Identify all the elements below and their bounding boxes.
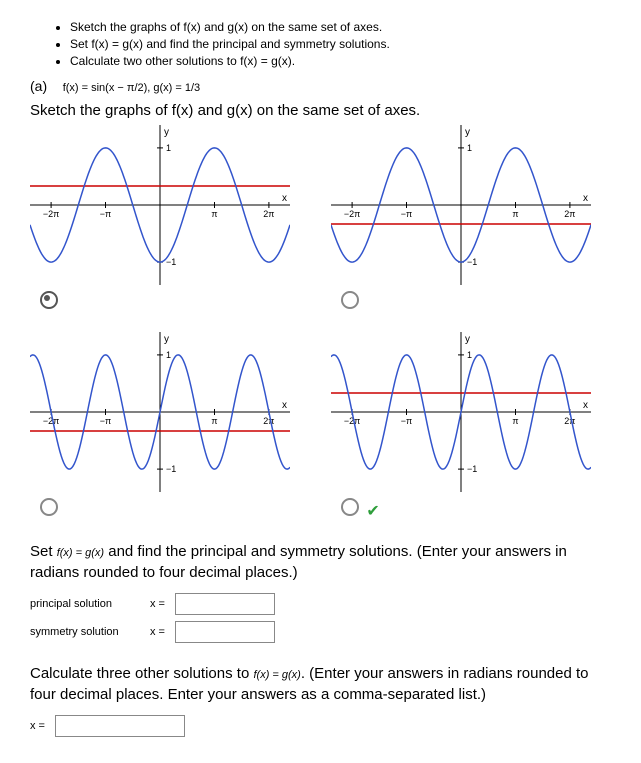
other-prompt-text-1: Calculate three other solutions to — [30, 665, 253, 682]
part-letter: (a) — [30, 78, 47, 94]
symmetry-input[interactable] — [175, 621, 275, 643]
svg-text:−1: −1 — [166, 257, 176, 267]
svg-text:π: π — [211, 416, 217, 426]
graph-opt2: x y −2π −π π 2π 1 −1 — [331, 125, 591, 285]
svg-text:−π: −π — [100, 209, 111, 219]
svg-text:π: π — [211, 209, 217, 219]
other-label: x = — [30, 720, 45, 732]
principal-label: principal solution — [30, 598, 140, 610]
principal-prompt: Set f(x) = g(x) and find the principal a… — [30, 541, 611, 583]
svg-text:2π: 2π — [263, 416, 274, 426]
graph-option: x y −2π −π π 2π 1 −1 ✔ — [331, 332, 612, 521]
x-equals: x = — [150, 626, 165, 638]
eq-inline: f(x) = g(x) — [253, 669, 300, 681]
svg-text:x: x — [282, 400, 287, 411]
svg-text:1: 1 — [166, 350, 171, 360]
graph-option: x y −2π −π π 2π 1 −1 — [30, 125, 311, 312]
svg-text:−1: −1 — [467, 257, 477, 267]
svg-text:−2π: −2π — [43, 209, 59, 219]
instructions-list: Sketch the graphs of f(x) and g(x) on th… — [30, 20, 611, 68]
radio-wrap — [40, 498, 58, 519]
symmetry-label: symmetry solution — [30, 626, 140, 638]
graph-opt3: x y −2π −π π 2π 1 −1 — [30, 332, 290, 492]
instruction-item: Set f(x) = g(x) and find the principal a… — [70, 37, 611, 51]
radio-opt2[interactable] — [341, 291, 359, 309]
svg-text:1: 1 — [467, 143, 472, 153]
svg-text:−1: −1 — [166, 464, 176, 474]
svg-text:−1: −1 — [467, 464, 477, 474]
svg-text:−2π: −2π — [43, 416, 59, 426]
svg-text:x: x — [583, 193, 588, 204]
svg-text:y: y — [164, 127, 169, 138]
svg-text:−2π: −2π — [343, 416, 359, 426]
radio-opt4[interactable] — [341, 498, 359, 516]
other-input[interactable] — [55, 715, 185, 737]
sketch-heading: Sketch the graphs of f(x) and g(x) on th… — [30, 102, 611, 119]
svg-text:−π: −π — [100, 416, 111, 426]
graph-option: x y −2π −π π 2π 1 −1 — [331, 125, 612, 312]
radio-opt3[interactable] — [40, 498, 58, 516]
svg-text:1: 1 — [166, 143, 171, 153]
svg-text:y: y — [164, 334, 169, 345]
graph-option: x y −2π −π π 2π 1 −1 — [30, 332, 311, 521]
correct-check-icon: ✔ — [366, 503, 379, 520]
part-label: (a) f(x) = sin(x − π/2), g(x) = 1/3 — [30, 78, 611, 94]
svg-text:y: y — [465, 127, 470, 138]
symmetry-row: symmetry solution x = — [30, 621, 611, 643]
svg-text:−2π: −2π — [343, 209, 359, 219]
svg-text:2π: 2π — [263, 209, 274, 219]
svg-text:x: x — [282, 193, 287, 204]
instruction-item: Calculate two other solutions to f(x) = … — [70, 54, 611, 68]
radio-wrap — [40, 291, 58, 312]
radio-wrap — [341, 291, 359, 312]
other-prompt: Calculate three other solutions to f(x) … — [30, 663, 611, 705]
instruction-item: Sketch the graphs of f(x) and g(x) on th… — [70, 20, 611, 34]
svg-text:π: π — [512, 209, 518, 219]
svg-text:x: x — [583, 400, 588, 411]
svg-text:2π: 2π — [564, 209, 575, 219]
graph-opt1: x y −2π −π π 2π 1 −1 — [30, 125, 290, 285]
principal-input[interactable] — [175, 593, 275, 615]
eq-inline: f(x) = g(x) — [57, 547, 104, 559]
part-equation: f(x) = sin(x − π/2), g(x) = 1/3 — [63, 82, 201, 94]
svg-text:π: π — [512, 416, 518, 426]
graph-options-grid: x y −2π −π π 2π 1 −1 x y −2π −π π 2π 1 −1 x y −2π −… — [30, 125, 611, 521]
radio-wrap: ✔ — [341, 498, 380, 521]
svg-text:1: 1 — [467, 350, 472, 360]
svg-text:y: y — [465, 334, 470, 345]
svg-text:−π: −π — [400, 416, 411, 426]
x-equals: x = — [150, 598, 165, 610]
graph-opt4: x y −2π −π π 2π 1 −1 — [331, 332, 591, 492]
principal-prompt-text: and find the principal and symmetry solu… — [30, 543, 567, 581]
svg-text:2π: 2π — [564, 416, 575, 426]
other-row: x = — [30, 715, 611, 737]
radio-opt1[interactable] — [40, 291, 58, 309]
svg-text:−π: −π — [400, 209, 411, 219]
principal-row: principal solution x = — [30, 593, 611, 615]
